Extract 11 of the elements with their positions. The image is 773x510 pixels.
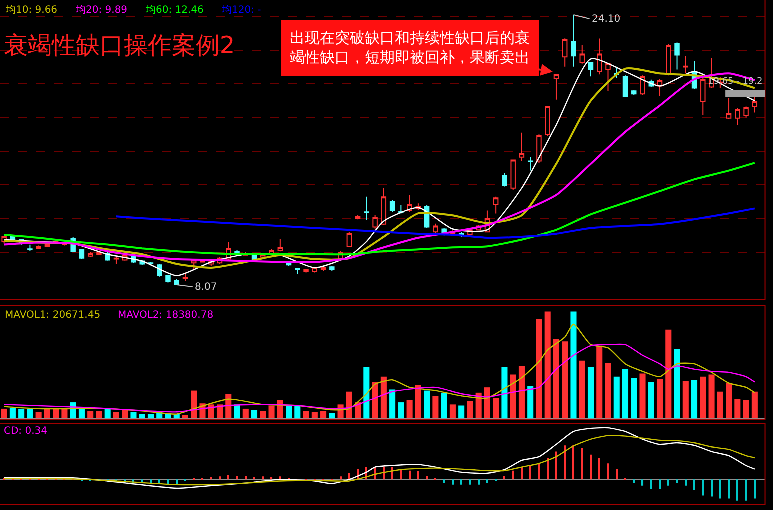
text: 均60: 12.46 (145, 4, 204, 16)
text: 衰竭性缺口操作案例2 (4, 31, 236, 60)
annotation: 24.10 (592, 14, 621, 25)
text: MAVOL1: 20671.45 (5, 310, 101, 321)
annotation: 出现在突破缺口和持续性缺口后的衰竭性缺口，短期即被回补，果断卖出 (290, 29, 530, 66)
annotation: CD: 0.34 (4, 426, 48, 437)
text: 均10: 9.66 (5, 4, 58, 16)
text: 均120: - (221, 4, 262, 16)
text: 均20: 9.89 (75, 4, 128, 16)
text: MAVOL2: 18380.78 (118, 310, 214, 321)
annotation: 8.07 (195, 282, 218, 293)
